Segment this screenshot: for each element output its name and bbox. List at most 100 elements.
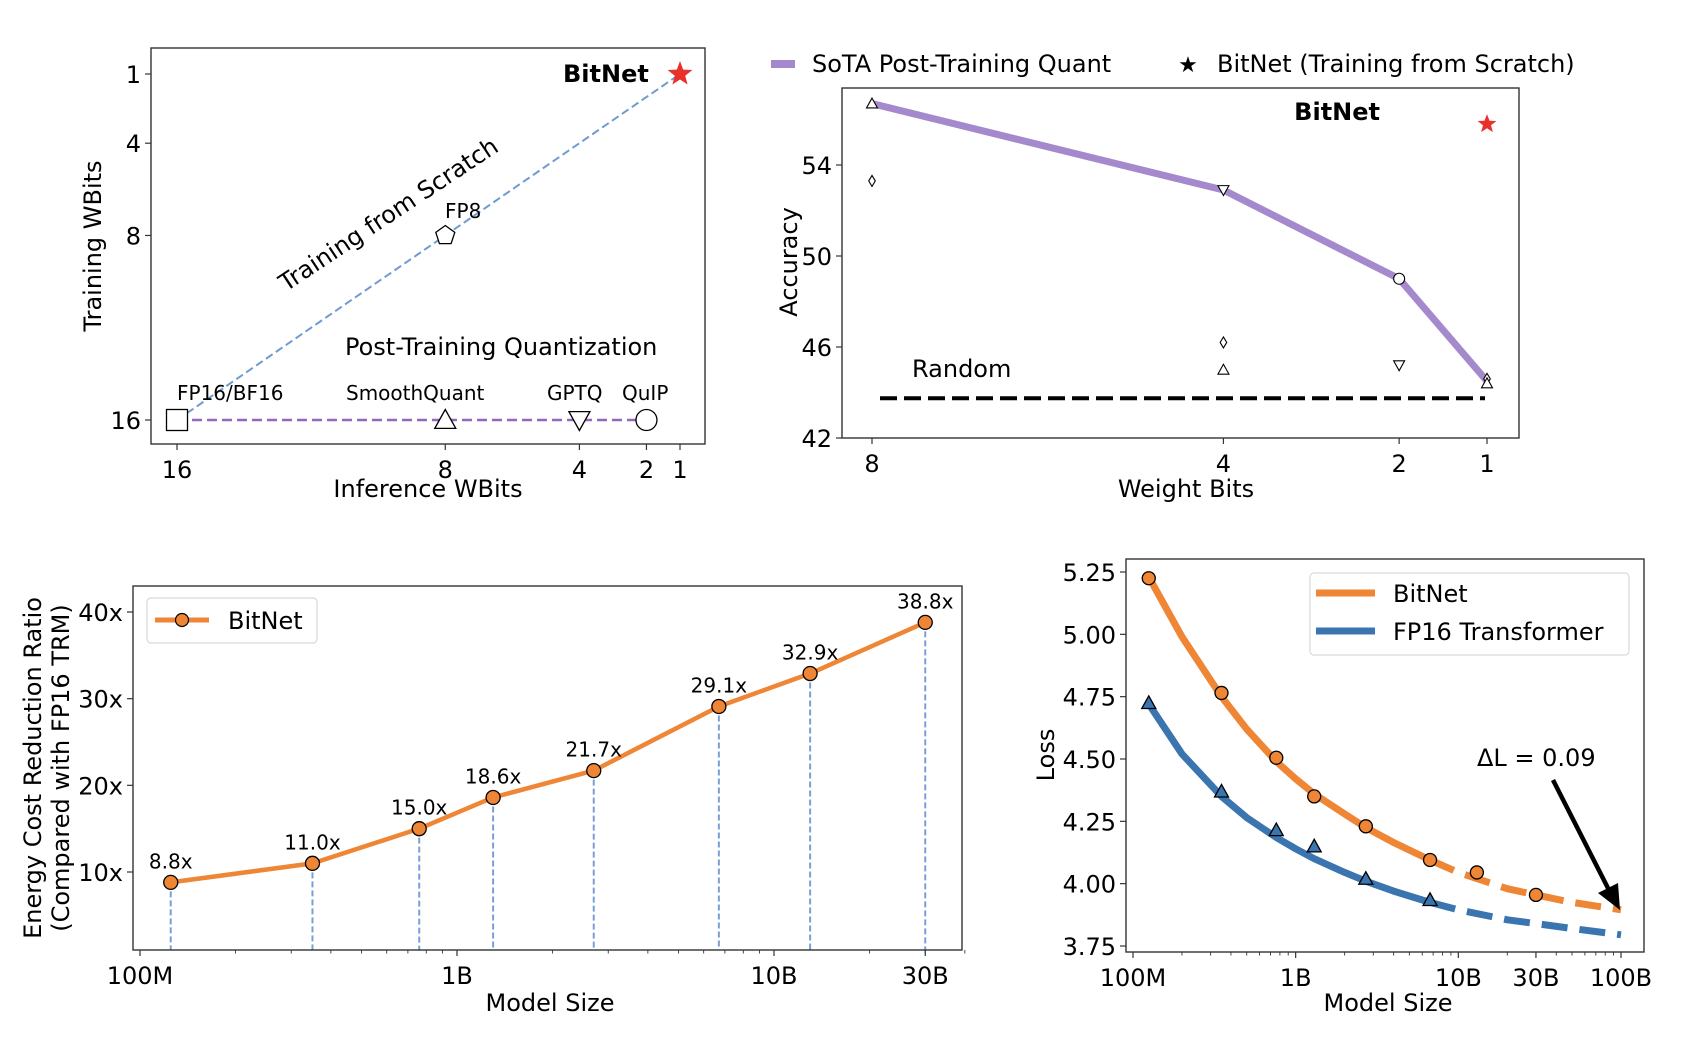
y-axis-label-line-1: Energy Cost Reduction Ratio: [19, 597, 47, 939]
fp16-transformer-extrapolation-line: [1429, 899, 1622, 939]
point-label-fp8: FP8: [445, 199, 481, 223]
x-tick-label: 4: [572, 456, 587, 484]
x-tick-label: 100M: [1100, 964, 1167, 992]
y-tick-label: 10x: [78, 859, 123, 887]
y-tick-label: 16: [110, 407, 141, 435]
bitnet-point: [1469, 865, 1485, 880]
y-tick-label: 4.75: [1063, 684, 1116, 712]
legend-label-bitnet: BitNet (Training from Scratch): [1217, 50, 1575, 78]
annotation-bitnet: BitNet: [1294, 98, 1380, 126]
y-tick-label: 5.00: [1063, 621, 1116, 649]
sota-ptq-line: [871, 100, 1490, 384]
point-label-smoothquant: SmoothQuant: [346, 381, 485, 405]
legend-marker-bitnet: [174, 612, 190, 628]
bitnet-energy-point: [586, 762, 602, 779]
annotation-random: Random: [912, 355, 1011, 383]
point-quip: [635, 408, 658, 432]
data-label: 38.8x: [897, 589, 954, 613]
y-tick-label: 4: [126, 130, 141, 158]
chart-loss: 100M 1B 10B 30B 100B 3.75 4.00 4.25 4.50 4.75 5.00…: [1032, 558, 1652, 1017]
y-tick-label: 4.50: [1063, 746, 1116, 774]
plot-frame: [132, 585, 963, 951]
y-tick-label: 8: [126, 222, 141, 250]
point-gptq: [567, 410, 592, 432]
legend-box: [1309, 572, 1630, 656]
y-tick-label: 30x: [78, 686, 123, 714]
y-axis-label: Accuracy: [775, 207, 803, 317]
bitnet-energy-point: [304, 855, 321, 871]
point-label-quip: QuIP: [622, 381, 668, 405]
y-tick-label: 4.00: [1063, 871, 1116, 899]
bitnet-point: [1141, 571, 1156, 586]
x-tick-label: 8: [864, 450, 879, 478]
bitnet-energy-point: [485, 789, 501, 806]
method-point-triangle-up: [865, 96, 879, 109]
x-axis-label: Model Size: [1324, 989, 1453, 1017]
legend-star-icon: ★: [1178, 53, 1198, 78]
x-tick-label: 2: [1392, 450, 1407, 478]
point-smoothquant: [433, 408, 457, 430]
x-axis-label: Weight Bits: [1118, 475, 1254, 503]
y-tick-label: 5.25: [1063, 559, 1116, 587]
data-label: 15.0x: [391, 796, 448, 820]
bitnet-star-marker: [1477, 114, 1497, 133]
method-point-diamond: [868, 174, 876, 188]
fp16-transformer-point: [1357, 870, 1374, 885]
method-point-triangle-up: [1480, 376, 1494, 389]
legend-label-fp16-transformer: FP16 Transformer: [1393, 618, 1604, 646]
bitnet-energy-point: [163, 874, 179, 891]
fp16-transformer-point: [1213, 783, 1230, 798]
bitnet-point: [1358, 819, 1373, 834]
x-tick-label: 10B: [750, 962, 797, 990]
method-point-triangle-up: [1216, 363, 1230, 375]
y-tick-label: 40x: [78, 599, 123, 627]
legend-box: [146, 597, 318, 644]
bitnet-star-marker: [667, 61, 693, 85]
point-fp16-bf16: [165, 408, 189, 432]
x-tick-label: 100M: [107, 962, 174, 990]
method-point-triangle-down: [1392, 360, 1406, 372]
y-tick-label: 50: [801, 243, 832, 271]
y-axis-label: Loss: [1032, 729, 1060, 782]
x-axis-label: Model Size: [486, 989, 615, 1017]
point-label-fp16-bf16: FP16/BF16: [177, 381, 283, 405]
x-tick-label: 1: [672, 456, 687, 484]
chart-accuracy: SoTA Post-Training Quant ★ BitNet (Train…: [771, 50, 1575, 503]
bitnet-point: [1269, 750, 1284, 765]
annotation-delta-loss: ΔL = 0.09: [1477, 744, 1596, 772]
point-fp8: [435, 224, 456, 245]
x-tick-label: 1B: [441, 962, 473, 990]
y-tick-label: 46: [801, 334, 832, 362]
bitnet-extrapolation-line: [1428, 856, 1622, 914]
y-tick-label: 3.75: [1063, 933, 1116, 961]
x-tick-label: 8: [438, 456, 453, 484]
method-point-triangle-down: [1216, 185, 1230, 197]
fp16-transformer-point: [1268, 821, 1285, 837]
legend-label-bitnet: BitNet: [1393, 580, 1468, 608]
x-tick-label: 2: [639, 456, 654, 484]
y-tick-label: 54: [801, 152, 832, 180]
method-point-diamond: [1219, 335, 1228, 350]
chart-energy: 8.8x11.0x15.0x18.6x21.7x29.1x32.9x38.8x …: [19, 585, 966, 1017]
training-from-scratch-line: [176, 73, 681, 421]
bitnet-energy-point: [802, 665, 818, 682]
fp16-transformer-point: [1306, 837, 1323, 853]
annotation-post-training-quantization: Post-Training Quantization: [345, 333, 657, 361]
plot-frame: [150, 47, 706, 445]
legend-label-sota: SoTA Post-Training Quant: [812, 50, 1111, 78]
annotation-bitnet: BitNet: [563, 60, 649, 88]
plot-frame: [841, 87, 1520, 439]
legend-swatch-sota: [771, 60, 795, 68]
x-tick-label: 10B: [1435, 964, 1482, 992]
y-tick-label: 20x: [78, 772, 123, 800]
y-tick-label: 42: [801, 425, 832, 453]
data-label: 29.1x: [691, 673, 748, 697]
legend-label-bitnet: BitNet: [228, 607, 303, 635]
point-label-gptq: GPTQ: [547, 381, 603, 405]
y-tick-label: 1: [126, 61, 141, 89]
bitnet-energy-point: [711, 698, 727, 715]
legend: BitNet FP16 Transformer: [1309, 572, 1630, 656]
arrow-shaft: [1550, 778, 1615, 898]
